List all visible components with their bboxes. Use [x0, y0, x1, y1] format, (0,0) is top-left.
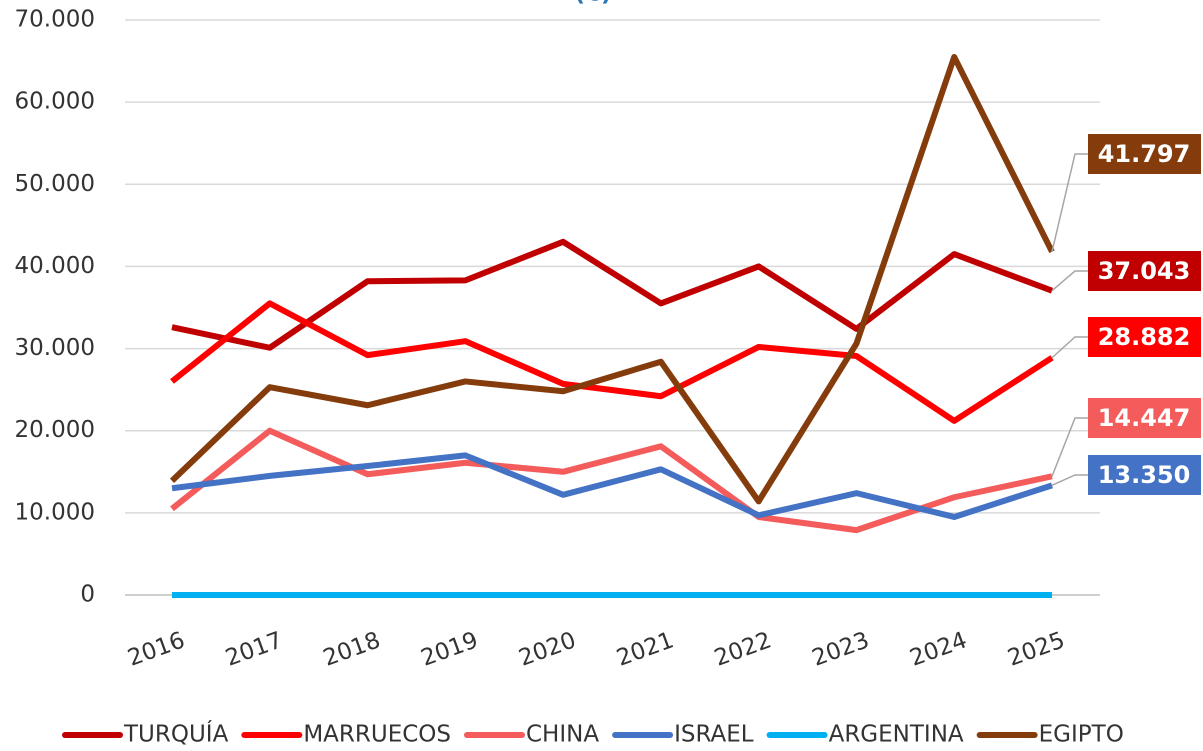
legend-label: EGIPTO — [1039, 722, 1124, 748]
legend-label: TURQUÍA — [123, 720, 229, 748]
y-tick-label: 20.000 — [15, 417, 95, 443]
leader-line — [1051, 417, 1088, 477]
x-tick-label: 2017 — [222, 627, 286, 671]
data-label: 13.350 — [1098, 461, 1191, 489]
data-label-box — [1088, 455, 1201, 495]
legend-label: CHINA — [526, 722, 599, 748]
leader-line — [1051, 336, 1088, 359]
x-tick-label: 2020 — [515, 627, 579, 671]
data-label: 37.043 — [1098, 257, 1191, 285]
leader-line — [1051, 270, 1088, 292]
data-label-box — [1088, 251, 1201, 291]
x-tick-label: 2016 — [124, 627, 188, 671]
leader-line — [1051, 474, 1088, 487]
series-line — [171, 452, 1053, 520]
x-tick-label: 2023 — [809, 627, 873, 671]
y-tick-label: 10.000 — [15, 499, 95, 525]
x-tick-label: 2024 — [907, 627, 971, 671]
data-label-box — [1088, 398, 1201, 438]
data-label: 14.447 — [1098, 404, 1191, 432]
y-tick-label: 0 — [80, 582, 95, 608]
x-tick-label: 2022 — [711, 627, 775, 671]
y-tick-label: 40.000 — [15, 253, 95, 279]
legend-label: ARGENTINA — [829, 722, 964, 748]
legend-label: MARRUECOS — [303, 722, 451, 748]
data-label-box — [1088, 317, 1201, 357]
data-label: 41.797 — [1098, 140, 1191, 168]
x-tick-label: 2025 — [1004, 627, 1068, 671]
x-tick-label: 2019 — [418, 627, 482, 671]
y-tick-label: 30.000 — [15, 335, 95, 361]
data-label: 28.882 — [1098, 323, 1191, 351]
x-tick-label: 2021 — [613, 627, 677, 671]
leader-line — [1051, 153, 1088, 252]
y-tick-label: 50.000 — [15, 171, 95, 197]
x-tick-label: 2018 — [320, 627, 384, 671]
series-line — [169, 53, 1055, 505]
series-line — [171, 238, 1054, 351]
chart-title: (€) — [574, 0, 611, 7]
y-tick-label: 60.000 — [15, 89, 95, 115]
series-line — [170, 300, 1054, 424]
data-label-box — [1088, 134, 1201, 174]
series-line — [170, 427, 1053, 534]
y-tick-label: 70.000 — [15, 7, 95, 33]
legend-label: ISRAEL — [674, 722, 754, 748]
